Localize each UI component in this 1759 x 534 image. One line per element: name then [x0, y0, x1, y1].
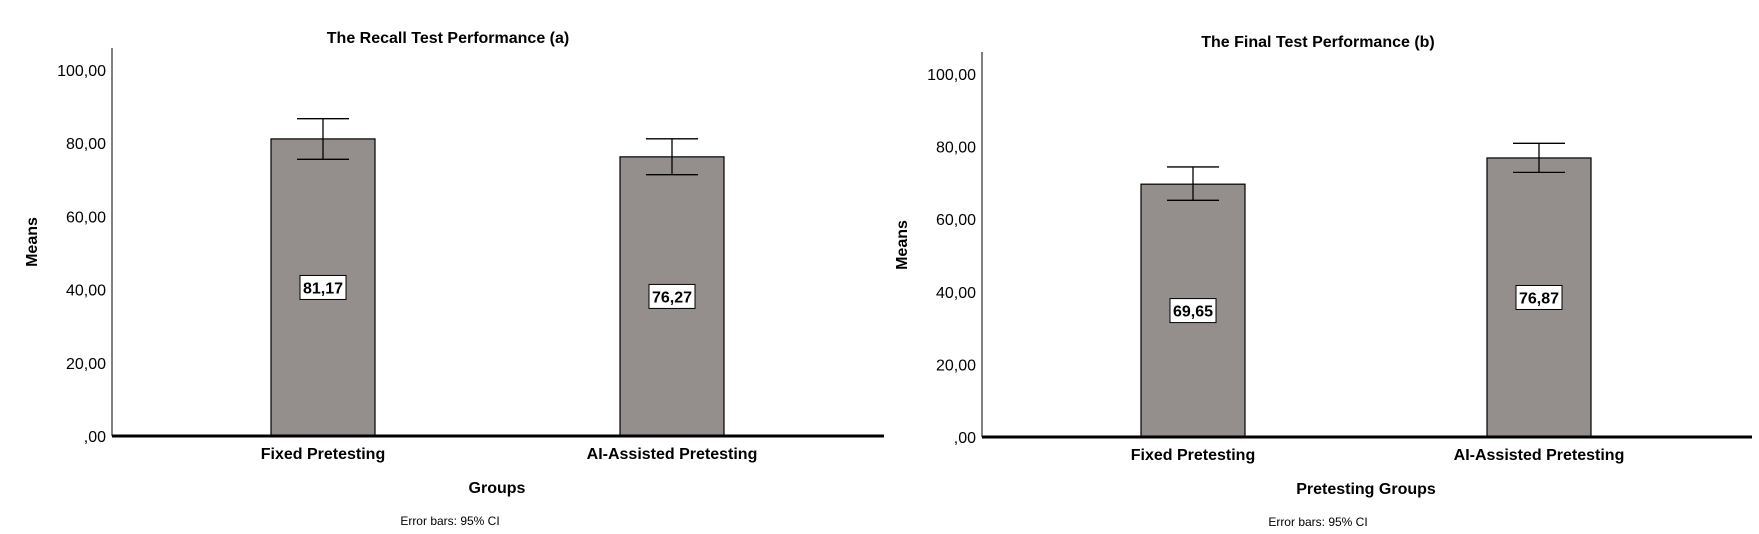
- category-label: AI-Assisted Pretesting: [1454, 447, 1625, 464]
- y-tick-label: ,00: [84, 429, 106, 446]
- y-tick-label: ,00: [954, 430, 976, 447]
- x-axis-label: Groups: [469, 480, 526, 497]
- category-label: Fixed Pretesting: [1131, 447, 1255, 464]
- bars: 69,65 76,87: [1140, 142, 1592, 438]
- final-chart: The Final Test Performance (b) Means Pre…: [894, 34, 1752, 529]
- chart-title: The Recall Test Performance (a): [327, 30, 569, 47]
- y-tick-label: 60,00: [936, 212, 976, 229]
- chart-title: The Final Test Performance (b): [1201, 34, 1435, 51]
- data-label-box: [1515, 284, 1563, 310]
- y-tick-labels: ,00 20,00 40,00 60,00 80,00 100,00: [927, 67, 976, 447]
- data-label-box: [1169, 298, 1217, 324]
- y-tick-label: 60,00: [66, 209, 106, 226]
- y-tick-label: 20,00: [66, 356, 106, 373]
- category-label: AI-Assisted Pretesting: [587, 446, 758, 463]
- data-label: 76,27: [652, 289, 692, 306]
- data-label-box: [648, 283, 696, 309]
- y-tick-labels: ,00 20,00 40,00 60,00 80,00 100,00: [57, 63, 106, 446]
- category-labels: Fixed Pretesting AI-Assisted Pretesting: [261, 446, 758, 463]
- error-bar-note: Error bars: 95% CI: [1268, 515, 1367, 529]
- y-axis-label: Means: [894, 220, 911, 270]
- category-label: Fixed Pretesting: [261, 446, 385, 463]
- y-tick-label: 100,00: [57, 63, 106, 80]
- y-tick-label: 40,00: [66, 283, 106, 300]
- data-label-box: [299, 274, 347, 300]
- data-label: 69,65: [1173, 304, 1213, 321]
- y-tick-label: 80,00: [936, 140, 976, 157]
- bars: 81,17 76,27: [270, 118, 725, 437]
- y-tick-label: 80,00: [66, 136, 106, 153]
- y-tick-label: 40,00: [936, 285, 976, 302]
- x-axis-label: Pretesting Groups: [1296, 481, 1436, 498]
- category-labels: Fixed Pretesting AI-Assisted Pretesting: [1131, 447, 1625, 464]
- data-label: 76,87: [1519, 290, 1559, 307]
- recall-chart: The Recall Test Performance (a) Means Gr…: [24, 30, 884, 528]
- y-tick-label: 100,00: [927, 67, 976, 84]
- error-bar-note: Error bars: 95% CI: [400, 514, 499, 528]
- data-label: 81,17: [303, 280, 343, 297]
- y-axis-label: Means: [24, 217, 41, 267]
- y-tick-label: 20,00: [936, 357, 976, 374]
